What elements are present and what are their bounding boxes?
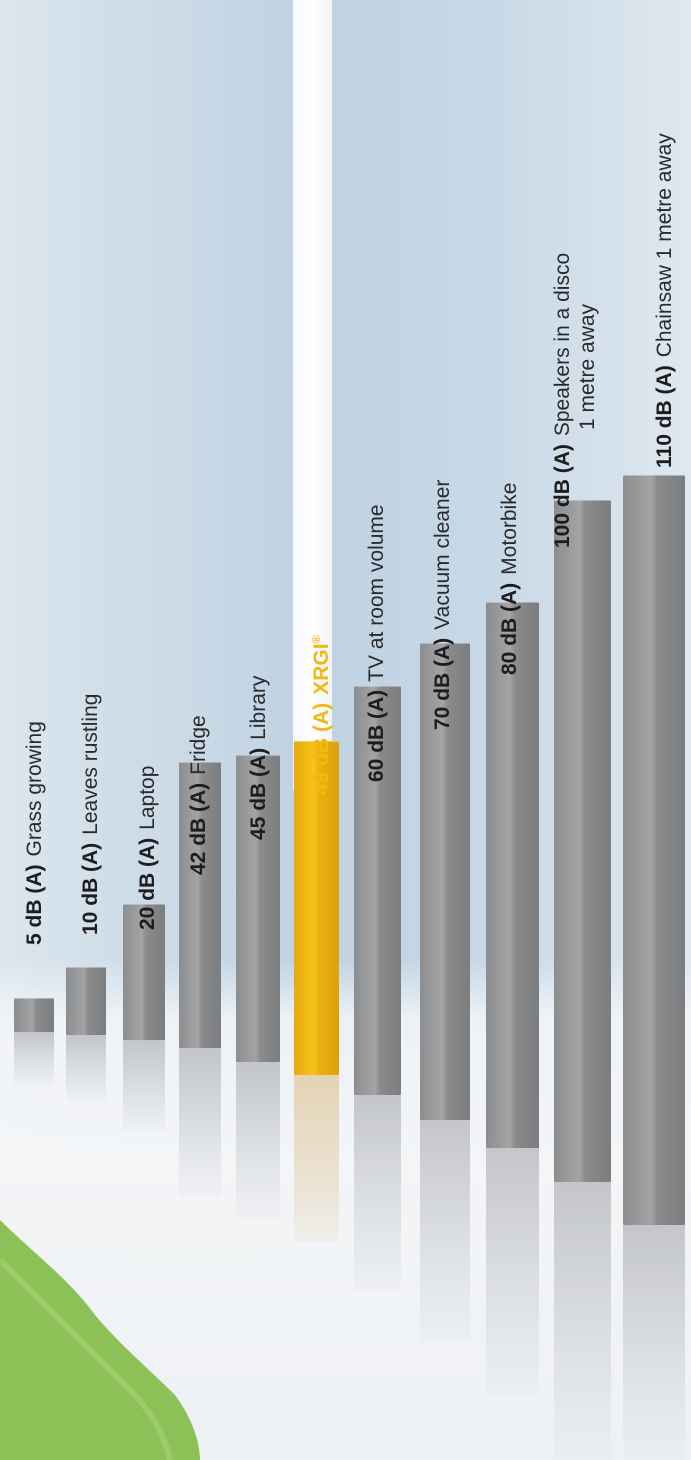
bar-9 (486, 602, 539, 1148)
bar-value-label: 80 dB (A) (498, 582, 521, 675)
bar-2 (66, 966, 106, 1035)
bar-label-10: 100 dB (A) Speakers in a disco 1 metre awa… (550, 253, 600, 548)
bar-1 (14, 997, 54, 1032)
bar-reflection-5 (236, 1062, 280, 1219)
bar-value-label: 5 dB (A) (23, 864, 46, 946)
bar-label-8: 70 dB (A) Vacuum cleaner (430, 480, 455, 730)
bar-category-label: Speakers in a disco (551, 252, 574, 437)
bar-reflection-8 (420, 1120, 470, 1342)
bar-label-5: 45 dB (A) Library (246, 676, 271, 840)
bar-label-6: 49 dB (A) XRGI® (305, 635, 334, 795)
bar-value-label: 60 dB (A) (365, 689, 388, 782)
bar-value-label: 100 dB (A) (551, 444, 574, 548)
bar-label-1: 5 dB (A) Grass growing (22, 721, 47, 945)
bar-label-3: 20 dB (A) Laptop (135, 766, 160, 930)
bar-4 (179, 761, 221, 1048)
bar-reflection-2 (66, 1035, 106, 1101)
bar-value-label: 45 dB (A) (247, 747, 270, 840)
bar-value-label: 20 dB (A) (136, 837, 159, 930)
bar-reflection-1 (14, 1032, 54, 1085)
bar-reflection-4 (179, 1048, 221, 1198)
bar-value-label: 110 dB (A) (653, 365, 676, 468)
bar-category-label: Fridge (187, 715, 210, 775)
bar-category-label: Laptop (136, 765, 159, 830)
bar-11 (623, 474, 685, 1225)
bar-reflection-7 (354, 1095, 401, 1291)
bar-label-9: 80 dB (A) Motorbike (497, 483, 522, 675)
bar-label-4: 42 dB (A) Fridge (186, 715, 211, 875)
bar-label-7: 60 dB (A) TV at room volume (364, 504, 389, 782)
bar-7 (354, 685, 401, 1095)
bar-label-11: 110 dB (A) Chainsaw 1 metre away (652, 133, 677, 468)
bar-category-label: Chainsaw 1 metre away (653, 133, 676, 358)
bar-category-label: XRGI (310, 643, 333, 695)
bar-6 (294, 740, 339, 1075)
bar-value-label: 42 dB (A) (187, 782, 210, 875)
bar-5 (236, 755, 280, 1062)
bar-category-label: Vacuum cleaner (431, 479, 454, 630)
bar-label-2: 10 dB (A) Leaves rustling (78, 694, 103, 935)
bar-category-label: Library (247, 675, 270, 740)
bar-reflection-3 (123, 1040, 165, 1132)
bar-8 (420, 642, 470, 1120)
bar-category-label: Grass growing (23, 721, 46, 857)
leaf-icon (0, 1220, 200, 1460)
bar-3 (123, 903, 165, 1040)
bar-reflection-10 (554, 1182, 611, 1460)
bar-10 (554, 500, 611, 1182)
registered-mark: ® (311, 635, 323, 644)
bar-value-label: 10 dB (A) (79, 842, 102, 935)
highlight-strip (293, 0, 332, 790)
bar-value-label: 49 dB (A) (310, 702, 333, 795)
bar-reflection-9 (486, 1148, 539, 1396)
bar-value-label: 70 dB (A) (431, 637, 454, 730)
bar-reflection-6 (294, 1075, 339, 1243)
bar-reflection-11 (623, 1225, 685, 1460)
bar-category-label: Motorbike (498, 482, 521, 575)
bar-category-label-line2: 1 metre away (576, 303, 599, 430)
bar-category-label: TV at room volume (365, 504, 388, 682)
bar-category-label: Leaves rustling (79, 693, 102, 835)
